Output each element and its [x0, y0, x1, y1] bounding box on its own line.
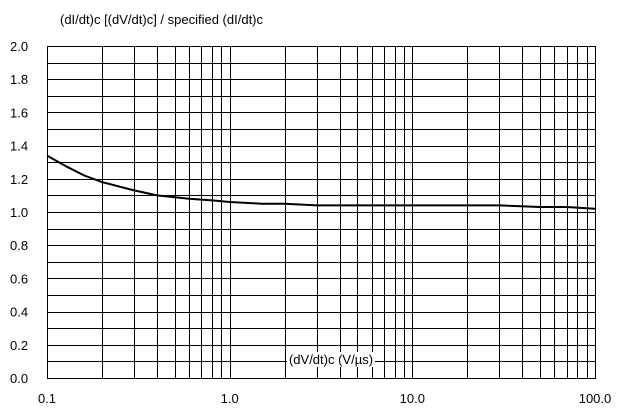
y-tick-label: 1.6	[10, 105, 28, 120]
x-tick-label: 0.1	[38, 391, 56, 406]
x-axis-label: (dV/dt)c (V/µs)	[289, 352, 373, 367]
y-tick-label: 0.2	[10, 338, 28, 353]
tick-labels: 0.0 0.2 0.4 0.6 0.8 1.0 1.2 1.4 1.6 1.8 2.0 0.1 1.0 1…	[10, 39, 611, 406]
y-tick-label: 1.2	[10, 172, 28, 187]
y-tick-label: 1.8	[10, 72, 28, 87]
y-tick-label: 2.0	[10, 39, 28, 54]
chart-title: (dI/dt)c [(dV/dt)c] / specified (dI/dt)c	[60, 12, 264, 27]
y-tick-label: 1.4	[10, 139, 28, 154]
x-tick-label: 100.0	[579, 391, 612, 406]
x-axis-label-background	[286, 352, 376, 367]
y-tick-label: 0.4	[10, 305, 28, 320]
y-tick-label: 1.0	[10, 205, 28, 220]
series-line	[46, 154, 596, 210]
y-tick-label: 0.6	[10, 271, 28, 286]
y-tick-label: 0.8	[10, 238, 28, 253]
x-tick-label: 10.0	[400, 391, 425, 406]
x-tick-label: 1.0	[221, 391, 239, 406]
plot-frame	[47, 46, 596, 379]
curve-layer	[46, 154, 596, 210]
grid	[47, 46, 596, 379]
y-tick-label: 0.0	[10, 371, 28, 386]
